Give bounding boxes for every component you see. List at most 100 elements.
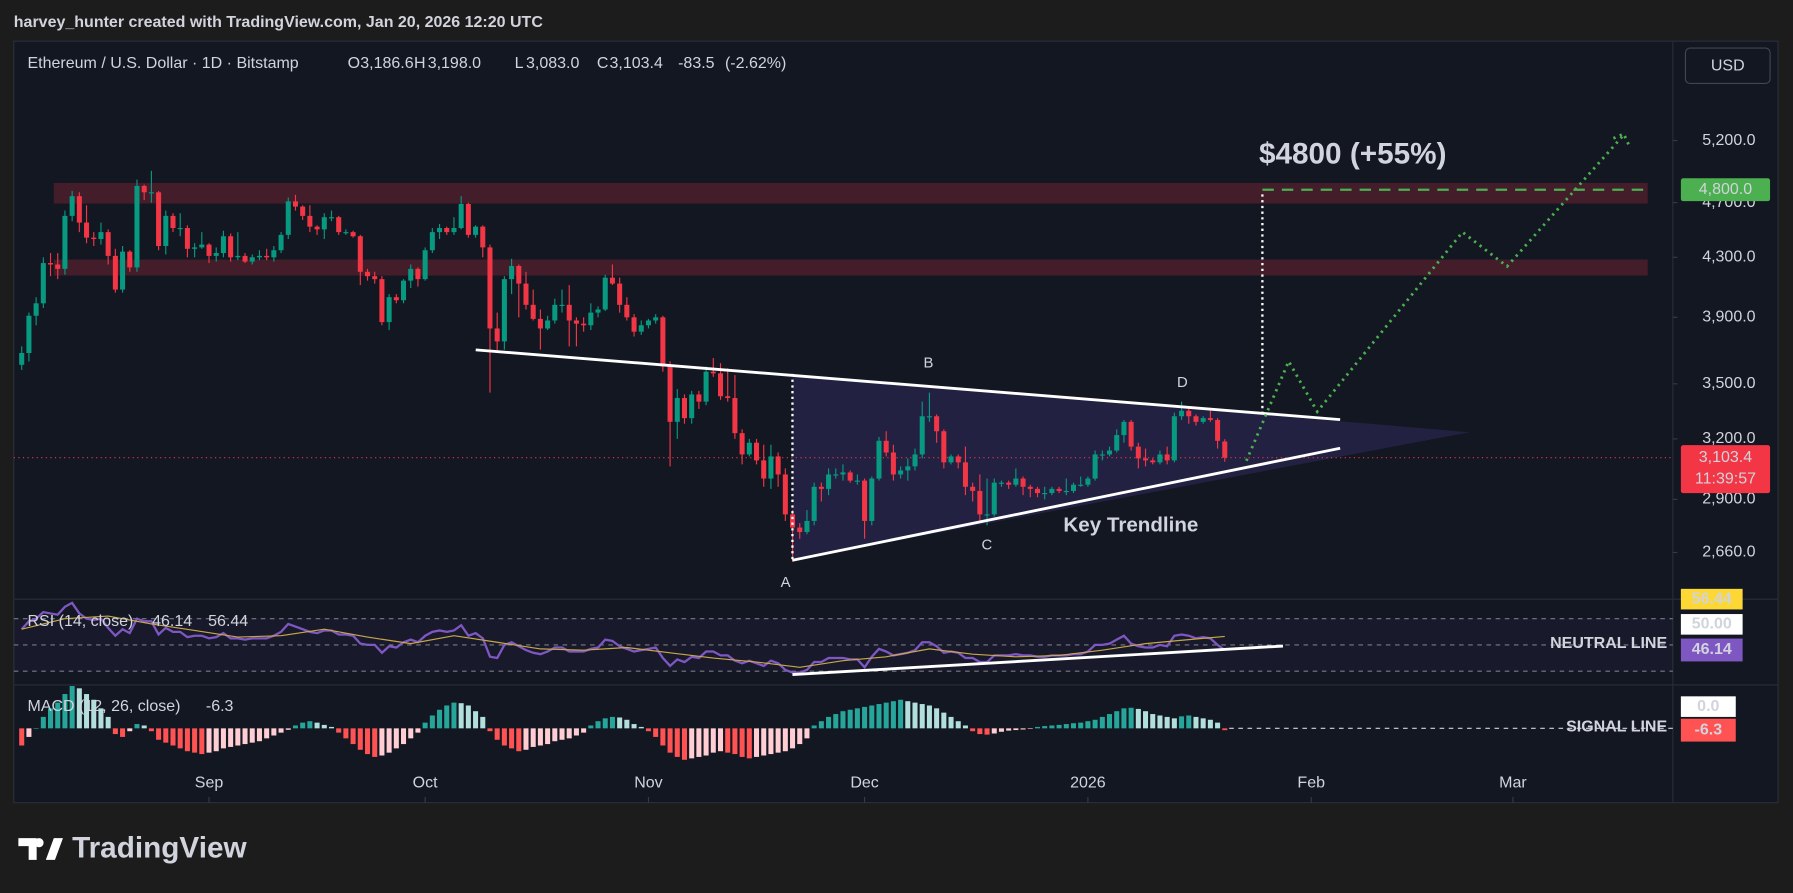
candle-body (40, 263, 46, 304)
rsi-ma-value: 56.44 (208, 613, 248, 630)
macd-bar (898, 699, 904, 729)
macd-bar (501, 728, 507, 746)
candle-body (1092, 454, 1098, 479)
macd-bar (444, 705, 450, 729)
point-label: B (924, 356, 934, 372)
rsi-value-box (1680, 638, 1743, 662)
y-tick-label: 3,200.0 (1702, 430, 1755, 447)
candle-body (811, 486, 817, 521)
signal-line-label: SIGNAL LINE (1566, 718, 1667, 735)
macd-bar (955, 721, 961, 729)
macd-bar (624, 719, 630, 729)
candle-body (465, 203, 471, 235)
candle-body (804, 520, 810, 533)
macd-bar (573, 728, 579, 736)
candle-body (134, 185, 140, 268)
currency-button[interactable] (1684, 47, 1771, 85)
macd-bar (1099, 716, 1105, 729)
candle-body (797, 527, 803, 533)
drawings: $4800 (+55%) Key Trendline A B C D NEUTR… (475, 131, 1667, 735)
candle-body (509, 265, 515, 280)
candle-body (970, 486, 976, 491)
candle-body (681, 398, 687, 419)
macd-bar (379, 728, 385, 756)
macd-bar (307, 721, 313, 729)
macd-bar (617, 717, 623, 729)
macd-bar (401, 728, 407, 745)
candle-body (754, 442, 760, 461)
candle-body (271, 250, 277, 258)
candle-body (285, 201, 291, 235)
macd-bar (69, 686, 75, 729)
macd-bar (249, 728, 255, 743)
candle-body (372, 276, 378, 280)
macd-bar (228, 728, 234, 747)
candle-body (1013, 478, 1019, 485)
macd-bar (422, 722, 428, 729)
macd-bar (314, 722, 320, 729)
last-price-label: 3,103.4 (1699, 449, 1752, 466)
currency-label[interactable]: USD (1711, 58, 1745, 75)
candle-body (1063, 490, 1069, 493)
candle-body (876, 440, 882, 479)
candle-body (19, 352, 25, 365)
macd-bar (934, 708, 940, 729)
ohlc-value: 3,103.4 (610, 55, 663, 72)
macd-bar (256, 728, 262, 742)
macd-bar (76, 688, 82, 729)
candle-body (530, 304, 536, 319)
candle-body (336, 217, 342, 233)
candle-body (667, 366, 673, 422)
macd-bar (1063, 724, 1069, 729)
candle-body (537, 318, 543, 329)
macd-bar (1215, 722, 1221, 729)
macd-bar (91, 699, 97, 729)
candle-body (1056, 488, 1062, 491)
macd-bar (1092, 719, 1098, 729)
candle-body (732, 398, 738, 434)
macd-bar (998, 728, 1004, 732)
macd-bar (458, 703, 464, 729)
target-box (1680, 178, 1771, 202)
axis-layer: USD Sep Oct Nov Dec 2026 Feb Mar 2,660.0 2,900.0… (195, 47, 1771, 803)
candle-body (955, 456, 961, 463)
target-text: $4800 (+55%) (1259, 137, 1447, 170)
macd-bar (1157, 715, 1163, 729)
macd-bar (631, 724, 637, 729)
ma-value-label: 56.44 (1692, 590, 1732, 607)
macd-bar (948, 716, 954, 729)
candle-body (292, 201, 298, 207)
candle-body (545, 320, 551, 329)
macd-bar (581, 728, 587, 733)
candle-body (473, 226, 479, 235)
macd-bar (638, 726, 644, 729)
candle-body (840, 472, 846, 475)
candle-body (826, 474, 832, 489)
macd-bar (732, 728, 738, 755)
candle-body (91, 237, 97, 240)
candle-body (631, 317, 637, 332)
macd-bar (1193, 716, 1199, 729)
brand: TradingView (18, 831, 247, 864)
candle-body (739, 433, 745, 455)
macd-bar (105, 716, 111, 729)
macd-bar (775, 728, 781, 753)
candle-body (660, 317, 666, 367)
macd-value: -6.3 (206, 698, 234, 715)
macd-bar (372, 728, 378, 757)
macd-bar (790, 728, 796, 749)
macd-bar (847, 709, 853, 729)
macd-bar (1128, 707, 1134, 729)
candle-body (818, 486, 824, 489)
macd-bar (33, 728, 39, 729)
candle-body (516, 265, 522, 284)
candle-body (350, 232, 356, 237)
macd-bar (818, 721, 824, 729)
resistance-zone (53, 259, 1648, 276)
candle-body (581, 323, 587, 326)
rsi-value-label: 46.14 (1692, 641, 1732, 658)
candle-body (105, 232, 111, 256)
candle-body (199, 244, 205, 248)
candle-body (617, 283, 623, 305)
